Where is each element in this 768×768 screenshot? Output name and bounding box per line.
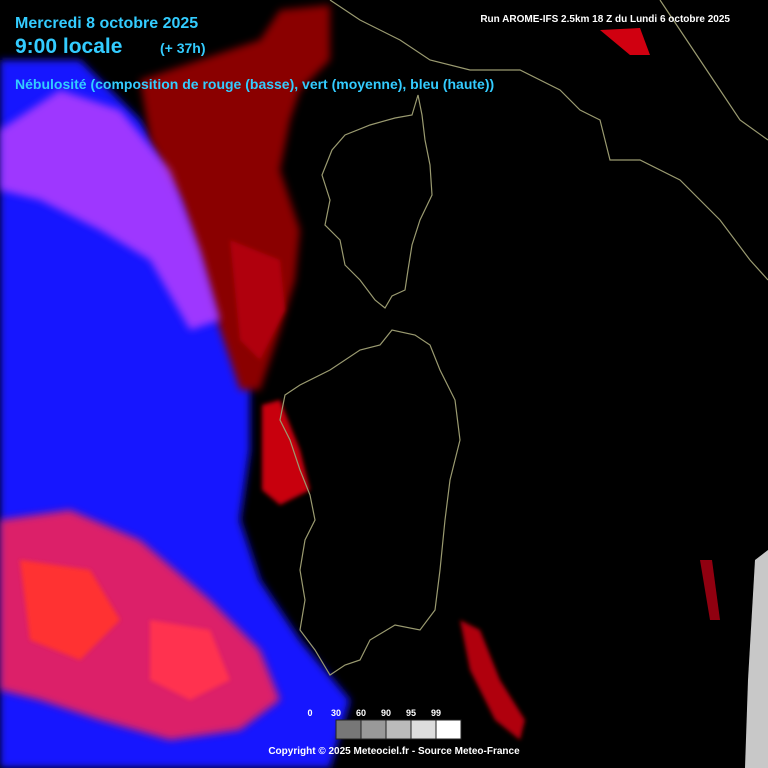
mixed-cloud bbox=[0, 90, 220, 330]
coastline bbox=[279, 0, 768, 676]
date: Mercredi 8 octobre 2025 bbox=[15, 15, 198, 32]
legend-swatch bbox=[435, 719, 462, 740]
run-info: Run AROME-IFS 2.5km 18 Z du Lundi 6 octo… bbox=[480, 14, 730, 25]
low-cloud bbox=[20, 560, 120, 660]
legend-label: 60 bbox=[356, 708, 366, 718]
offset: (+ 37h) bbox=[160, 40, 206, 56]
low-cloud bbox=[460, 620, 525, 740]
legend-swatch bbox=[335, 719, 362, 740]
low-cloud bbox=[230, 240, 285, 360]
legend-swatch bbox=[360, 719, 387, 740]
low-cloud bbox=[700, 560, 720, 620]
legend-label: 99 bbox=[431, 708, 441, 718]
legend-label: 95 bbox=[406, 708, 416, 718]
edge-cloud bbox=[745, 550, 768, 768]
low-cloud bbox=[262, 400, 310, 505]
copyright: Copyright © 2025 Meteociel.fr - Source M… bbox=[268, 746, 520, 757]
legend-label: 30 bbox=[331, 708, 341, 718]
legend: 0 30 60 90 95 99 bbox=[307, 708, 462, 740]
title: Nébulosité (composition de rouge (basse)… bbox=[15, 76, 494, 92]
low-cloud bbox=[150, 620, 230, 700]
legend-label: 0 bbox=[307, 708, 312, 718]
low-cloud bbox=[600, 28, 650, 55]
time: 9:00 locale bbox=[15, 35, 122, 58]
legend-swatch bbox=[385, 719, 412, 740]
legend-label: 90 bbox=[381, 708, 391, 718]
legend-swatch bbox=[410, 719, 437, 740]
